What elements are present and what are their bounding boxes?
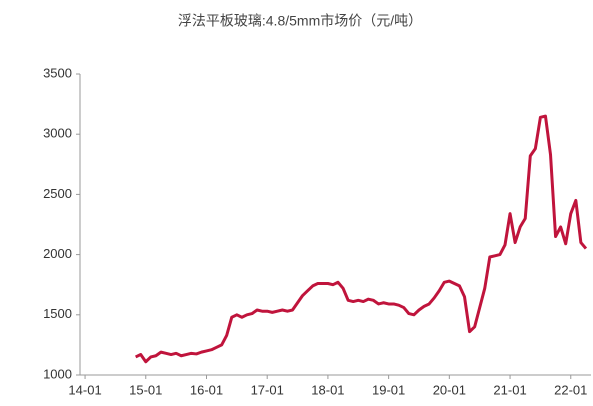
x-tick-label: 18-01 bbox=[311, 382, 344, 397]
x-tick-label: 14-01 bbox=[68, 382, 101, 397]
x-tick-label: 20-01 bbox=[433, 382, 466, 397]
x-tick-label: 21-01 bbox=[493, 382, 526, 397]
y-tick-label: 3500 bbox=[43, 65, 72, 80]
x-tick-label: 19-01 bbox=[372, 382, 405, 397]
x-tick-label: 22-01 bbox=[554, 382, 587, 397]
y-tick-label: 1500 bbox=[43, 306, 72, 321]
x-tick-label: 16-01 bbox=[190, 382, 223, 397]
x-tick-label: 15-01 bbox=[129, 382, 162, 397]
chart-title: 浮法平板玻璃:4.8/5mm市场价（元/吨） bbox=[178, 13, 422, 29]
line-series bbox=[135, 114, 588, 364]
y-tick-label: 2000 bbox=[43, 246, 72, 261]
x-tick-label: 17-01 bbox=[251, 382, 284, 397]
y-tick-label: 2500 bbox=[43, 186, 72, 201]
y-tick-label: 1000 bbox=[43, 366, 72, 381]
y-tick-label: 3000 bbox=[43, 126, 72, 141]
